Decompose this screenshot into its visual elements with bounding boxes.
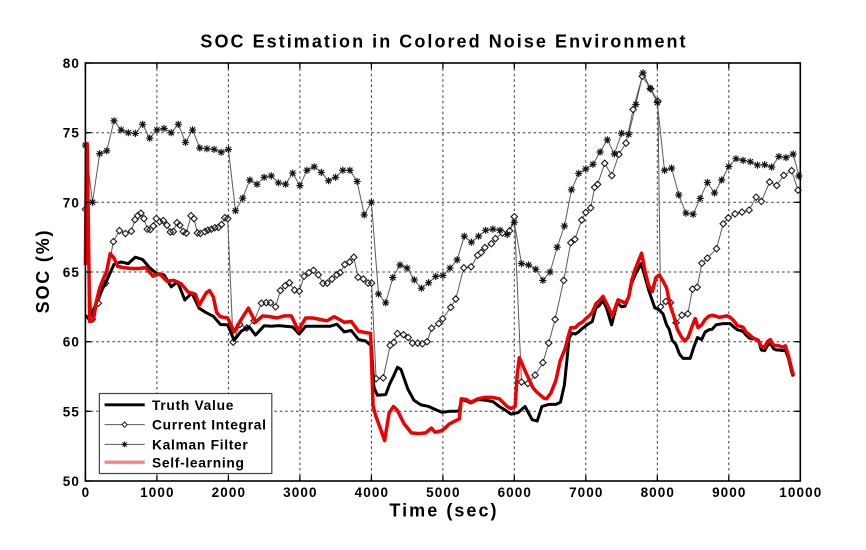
svg-text:SOC Estimation in Colored Nois: SOC Estimation in Colored Noise Environm… [200,32,687,52]
svg-text:80: 80 [63,56,80,71]
svg-text:Kalman Filter: Kalman Filter [152,438,249,453]
svg-text:6000: 6000 [498,485,532,500]
svg-text:2000: 2000 [212,485,246,500]
svg-text:70: 70 [63,195,80,210]
svg-text:60: 60 [63,335,80,350]
svg-text:4000: 4000 [355,485,389,500]
svg-text:Self-learning: Self-learning [152,455,245,470]
svg-text:1000: 1000 [140,485,174,500]
svg-text:Time (sec): Time (sec) [389,501,498,521]
svg-text:0: 0 [82,485,91,500]
svg-text:9000: 9000 [712,485,746,500]
svg-text:10000: 10000 [779,485,822,500]
svg-text:Current Integral: Current Integral [152,418,267,433]
svg-text:5000: 5000 [426,485,460,500]
svg-text:50: 50 [63,474,80,489]
svg-text:SOC (%): SOC (%) [33,229,53,314]
svg-text:55: 55 [63,404,80,419]
svg-text:Truth Value: Truth Value [152,398,234,413]
svg-text:75: 75 [63,126,80,141]
svg-text:3000: 3000 [283,485,317,500]
svg-text:8000: 8000 [641,485,675,500]
svg-text:65: 65 [63,265,80,280]
svg-text:7000: 7000 [569,485,603,500]
